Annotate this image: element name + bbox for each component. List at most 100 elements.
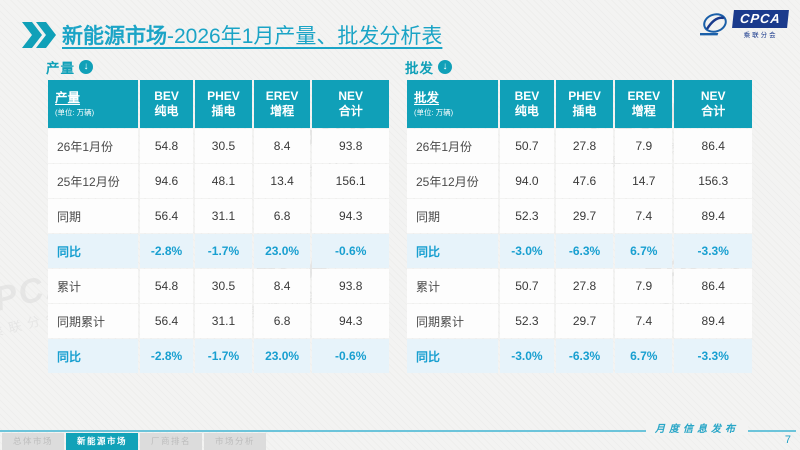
table-row: 25年12月份 94.0 47.6 14.7 156.3: [407, 164, 752, 198]
table-cell: 56.4: [139, 304, 194, 338]
cpca-logo-label: CPCA: [732, 10, 789, 28]
column-header-phev: PHEV 插电: [555, 80, 614, 128]
production-table: 产量 (单位: 万辆) BEV 纯电 PHEV 插电 EREV 增程 NEV 合计 26…: [46, 79, 391, 374]
table-row: 同期 56.4 31.1 6.8 94.3: [48, 199, 389, 233]
table-cell: -1.7%: [195, 234, 252, 268]
tab-nev-market[interactable]: 新能源市场: [66, 433, 139, 450]
tab-manufacturer-ranking[interactable]: 厂商排名: [140, 433, 203, 450]
table-cell: 7.9: [615, 129, 673, 163]
page-number: 7: [784, 434, 791, 446]
table-row: 同期 52.3 29.7 7.4 89.4: [407, 199, 752, 233]
page-title: 新能源市场-2026年1月产量、批发分析表: [62, 20, 442, 50]
down-arrow-icon: ↓: [79, 60, 93, 74]
column-header-nev: NEV 合计: [312, 80, 389, 128]
table-cell: 7.4: [615, 199, 673, 233]
table-cell: -0.6%: [312, 234, 389, 268]
down-arrow-icon: ↓: [438, 60, 452, 74]
table-cell: 156.3: [674, 164, 752, 198]
table-cell: -3.3%: [674, 339, 752, 373]
table-cell: 14.7: [615, 164, 673, 198]
table-cell: 86.4: [674, 129, 752, 163]
column-header-bev: BEV 纯电: [139, 80, 194, 128]
table-cell: 8.4: [253, 129, 311, 163]
table-row: 26年1月份 50.7 27.8 7.9 86.4: [407, 129, 752, 163]
table-cell: 23.0%: [253, 234, 311, 268]
table-row: 累计 54.8 30.5 8.4 93.8: [48, 269, 389, 303]
table-cell: 54.8: [139, 129, 194, 163]
wholesale-section-label: 批发 ↓: [405, 58, 754, 76]
bottom-nav: 总体市场 新能源市场 厂商排名 市场分析: [2, 433, 267, 450]
table-cell: 6.7%: [615, 339, 673, 373]
table-cell: 54.8: [139, 269, 194, 303]
row-label: 同比: [48, 234, 138, 268]
table-corner-cell: 批发 (单位: 万辆): [407, 80, 498, 128]
table-cell: 27.8: [555, 269, 614, 303]
table-cell: 93.8: [312, 269, 389, 303]
table-cell: -6.3%: [555, 339, 614, 373]
table-cell: 86.4: [674, 269, 752, 303]
table-cell: 7.9: [615, 269, 673, 303]
tab-overall-market[interactable]: 总体市场: [2, 433, 65, 450]
cpca-logo-subtext: 乘联分会: [743, 32, 778, 39]
table-cell: 29.7: [555, 304, 614, 338]
row-label: 同期累计: [48, 304, 138, 338]
table-row: 同比 -2.8% -1.7% 23.0% -0.6%: [48, 234, 389, 268]
table-cell: 8.4: [253, 269, 311, 303]
page-title-bold: 新能源市场: [62, 25, 167, 48]
table-row: 26年1月份 54.8 30.5 8.4 93.8: [48, 129, 389, 163]
row-label: 25年12月份: [48, 164, 138, 198]
tab-market-analysis[interactable]: 市场分析: [204, 433, 267, 450]
table-cell: 94.3: [312, 304, 389, 338]
table-row: 累计 50.7 27.8 7.9 86.4: [407, 269, 752, 303]
table-row: 同期累计 52.3 29.7 7.4 89.4: [407, 304, 752, 338]
table-row: 同期累计 56.4 31.1 6.8 94.3: [48, 304, 389, 338]
column-header-nev: NEV 合计: [674, 80, 752, 128]
table-cell: 48.1: [195, 164, 252, 198]
table-cell: -2.8%: [139, 234, 194, 268]
row-label: 同期: [48, 199, 138, 233]
table-cell: 30.5: [195, 269, 252, 303]
table-row: 同比 -3.0% -6.3% 6.7% -3.3%: [407, 234, 752, 268]
row-label: 累计: [407, 269, 498, 303]
table-cell: -3.3%: [674, 234, 752, 268]
table-row: 25年12月份 94.6 48.1 13.4 156.1: [48, 164, 389, 198]
table-header-row: 批发 (单位: 万辆) BEV 纯电 PHEV 插电 EREV 增程 NEV 合计: [407, 80, 752, 128]
table-cell: 29.7: [555, 199, 614, 233]
table-cell: -3.0%: [499, 234, 554, 268]
cpca-logo-text: CPCA 乘联分会: [732, 10, 789, 39]
wholesale-table: 批发 (单位: 万辆) BEV 纯电 PHEV 插电 EREV 增程 NEV 合计 26…: [405, 79, 754, 374]
table-cell: 47.6: [555, 164, 614, 198]
table-cell: 94.0: [499, 164, 554, 198]
table-cell: 6.7%: [615, 234, 673, 268]
footer-note: 月度信息发布: [646, 420, 748, 435]
table-header-row: 产量 (单位: 万辆) BEV 纯电 PHEV 插电 EREV 增程 NEV 合计: [48, 80, 389, 128]
table-cell: 156.1: [312, 164, 389, 198]
table-cell: 93.8: [312, 129, 389, 163]
page-title-rest: -2026年1月产量、批发分析表: [167, 25, 443, 48]
table-cell: 27.8: [555, 129, 614, 163]
column-header-phev: PHEV 插电: [195, 80, 252, 128]
row-label: 26年1月份: [48, 129, 138, 163]
table-cell: -1.7%: [195, 339, 252, 373]
header: 新能源市场-2026年1月产量、批发分析表: [20, 18, 442, 52]
row-label: 26年1月份: [407, 129, 498, 163]
wholesale-panel: 批发 ↓ 批发 (单位: 万辆) BEV 纯电 PHEV 插电 EREV 增程 NEV…: [405, 58, 754, 374]
table-cell: 7.4: [615, 304, 673, 338]
table-cell: 31.1: [195, 199, 252, 233]
table-corner-cell: 产量 (单位: 万辆): [48, 80, 138, 128]
table-cell: 94.6: [139, 164, 194, 198]
table-cell: -6.3%: [555, 234, 614, 268]
table-cell: -0.6%: [312, 339, 389, 373]
production-label: 产量: [46, 61, 75, 76]
table-cell: 50.7: [499, 129, 554, 163]
table-cell: 13.4: [253, 164, 311, 198]
table-cell: 50.7: [499, 269, 554, 303]
production-section-label: 产量 ↓: [46, 58, 391, 76]
table-row: 同比 -3.0% -6.3% 6.7% -3.3%: [407, 339, 752, 373]
row-label: 25年12月份: [407, 164, 498, 198]
table-cell: 23.0%: [253, 339, 311, 373]
column-header-erev: EREV 增程: [615, 80, 673, 128]
table-cell: 56.4: [139, 199, 194, 233]
table-cell: 6.8: [253, 199, 311, 233]
row-label: 同比: [407, 234, 498, 268]
